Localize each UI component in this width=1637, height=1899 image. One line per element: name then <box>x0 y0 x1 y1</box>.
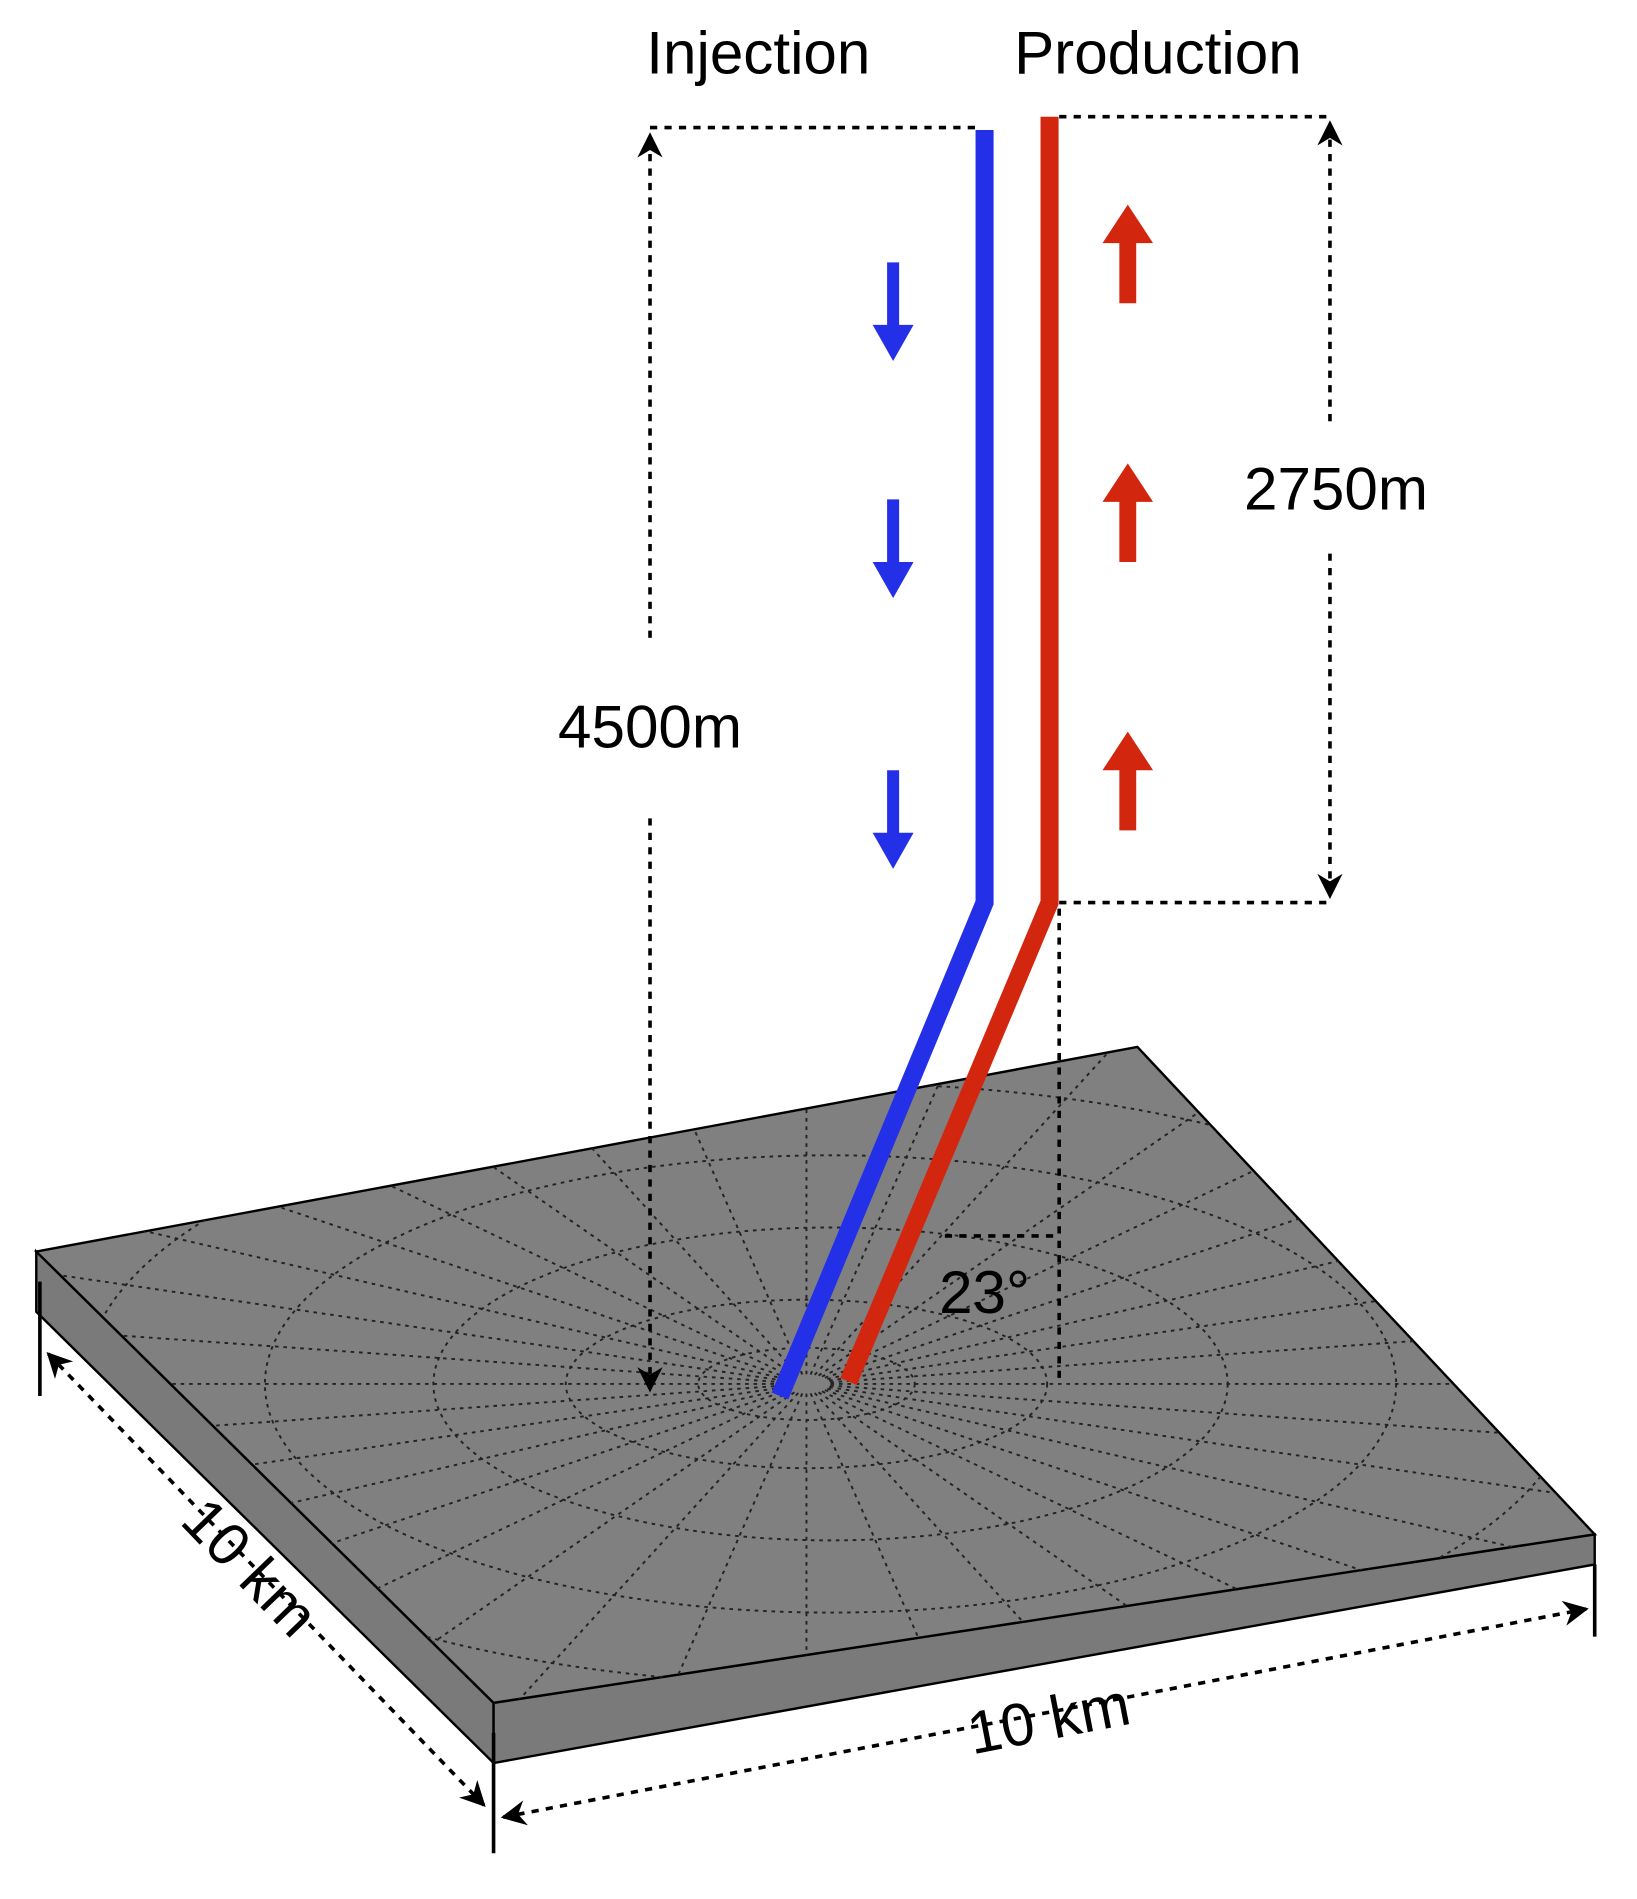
dimension-lines <box>38 114 1597 1854</box>
production-label: Production <box>1014 20 1302 87</box>
mesh-line <box>830 1307 1595 1384</box>
production-arrows <box>1102 204 1154 831</box>
production-well <box>840 116 1059 1386</box>
mesh-line <box>264 1046 795 1377</box>
mesh-line <box>809 1046 996 1375</box>
mesh-line <box>617 1046 804 1375</box>
injection-arrows <box>872 262 914 869</box>
injection-well <box>771 129 994 1400</box>
width-label: 10 km <box>962 1670 1136 1767</box>
reservoir-slab <box>33 1045 1598 1766</box>
mesh-line <box>36 1307 783 1384</box>
mesh-line <box>830 1384 1595 1461</box>
injection-depth: 4500m <box>558 694 742 761</box>
mesh-line <box>817 1046 1349 1377</box>
mesh-line <box>817 1391 1349 1703</box>
deviation-angle: 23° <box>939 1259 1030 1326</box>
mesh-line <box>264 1391 795 1703</box>
injection-label: Injection <box>646 20 870 87</box>
production-depth: 2750m <box>1244 455 1428 522</box>
